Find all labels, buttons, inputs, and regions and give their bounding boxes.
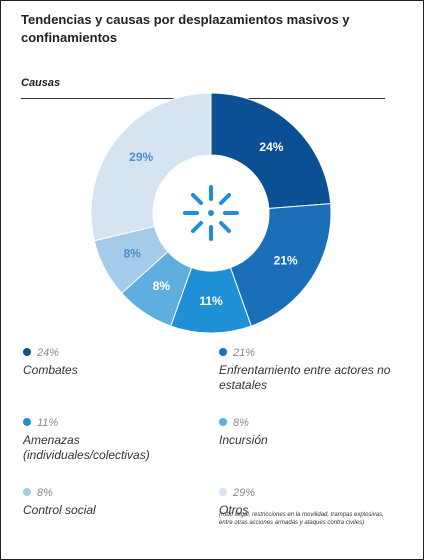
legend-label: Otros: [219, 503, 249, 517]
chart-title: Tendencias y causas por desplazamientos …: [21, 12, 350, 45]
legend-label: Control social: [23, 503, 96, 517]
donut-segment: [90, 92, 212, 242]
legend-value-row: 11%: [23, 413, 208, 431]
segment-label: 8%: [123, 246, 141, 260]
legend-value: 29%: [233, 487, 256, 499]
legend-swatch: [23, 418, 31, 426]
legend-value: 11%: [37, 417, 59, 429]
legend-item: 29% Otros: [219, 483, 404, 518]
legend-label: Combates: [23, 363, 78, 377]
legend-value-row: 24%: [23, 343, 208, 361]
legend-value-row: 8%: [23, 483, 208, 501]
legend-item: 8% Incursión: [219, 413, 404, 448]
legend-swatch: [219, 418, 227, 426]
legend-value: 8%: [37, 487, 53, 499]
segment-label: 21%: [274, 254, 298, 268]
legend-item: 21% Enfrentamiento entre actores no estat…: [219, 343, 404, 393]
segment-label: 8%: [153, 279, 171, 293]
legend-label: Incursión: [219, 433, 268, 447]
segment-label: 11%: [199, 294, 223, 308]
segment-label: 29%: [129, 150, 153, 164]
donut-segment: [229, 203, 332, 327]
legend-value: 8%: [233, 417, 249, 429]
legend-label: Enfrentamiento entre actores no estatale…: [219, 363, 391, 392]
legend-item: 11% Amenazas (individuales/colectivas): [23, 413, 208, 463]
legend-value: 21%: [233, 347, 256, 359]
donut-segment: [210, 92, 332, 210]
legend-item: 8% Control social: [23, 483, 208, 518]
other-note: (robo ilegal, restricciones en la movili…: [219, 512, 384, 526]
legend-swatch: [219, 488, 227, 496]
legend-value-row: 21%: [219, 343, 404, 361]
legend-swatch: [23, 348, 31, 356]
legend-item: 24% Combates: [23, 343, 208, 378]
legend-value-row: 29%: [219, 483, 404, 501]
legend-swatch: [219, 348, 227, 356]
segment-label: 24%: [259, 140, 283, 154]
legend-value: 24%: [37, 347, 60, 359]
chart-subtitle: Causas: [21, 77, 61, 89]
legend-label: Amenazas (individuales/colectivas): [23, 433, 150, 462]
legend-swatch: [23, 488, 31, 496]
legend-value-row: 8%: [219, 413, 404, 431]
logo: [183, 185, 239, 241]
